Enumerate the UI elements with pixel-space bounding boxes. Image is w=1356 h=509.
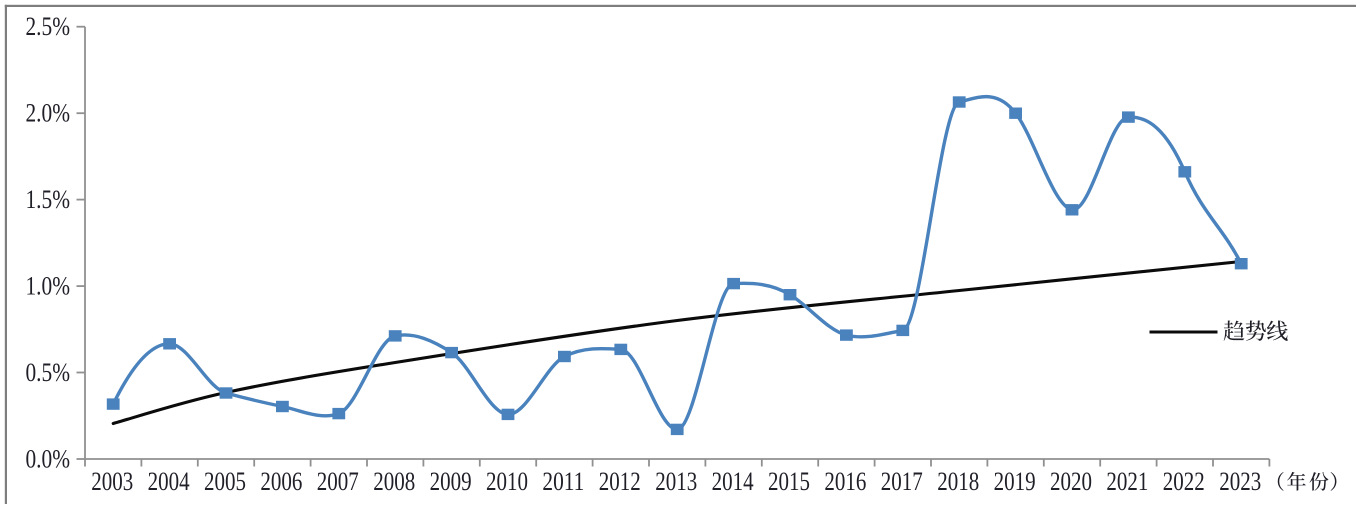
svg-text:2010: 2010: [486, 467, 528, 496]
svg-text:1.5%: 1.5%: [26, 185, 71, 214]
svg-text:2006: 2006: [260, 467, 302, 496]
svg-text:2009: 2009: [430, 467, 472, 496]
svg-text:0.5%: 0.5%: [26, 358, 71, 387]
svg-text:2020: 2020: [1050, 467, 1092, 496]
svg-text:2021: 2021: [1106, 467, 1148, 496]
svg-text:2005: 2005: [204, 467, 246, 496]
svg-text:2007: 2007: [317, 467, 359, 496]
svg-text:2008: 2008: [373, 467, 415, 496]
svg-text:0.0%: 0.0%: [26, 445, 71, 474]
svg-text:2023: 2023: [1219, 467, 1261, 496]
svg-text:2004: 2004: [148, 467, 190, 496]
svg-text:2013: 2013: [655, 467, 697, 496]
svg-text:2.5%: 2.5%: [26, 12, 71, 41]
svg-text:2017: 2017: [881, 467, 923, 496]
svg-text:2015: 2015: [768, 467, 810, 496]
svg-text:2018: 2018: [937, 467, 979, 496]
svg-text:2012: 2012: [599, 467, 641, 496]
svg-text:2003: 2003: [91, 467, 133, 496]
svg-text:2.0%: 2.0%: [26, 99, 71, 128]
svg-text:2011: 2011: [542, 467, 584, 496]
svg-text:2022: 2022: [1163, 467, 1205, 496]
svg-text:2014: 2014: [712, 467, 754, 496]
svg-text:2019: 2019: [994, 467, 1036, 496]
svg-text:1.0%: 1.0%: [26, 272, 71, 301]
svg-text:2016: 2016: [824, 467, 866, 496]
